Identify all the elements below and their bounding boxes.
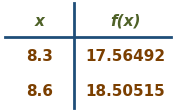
Text: f(x): f(x) [110,14,141,28]
Text: x: x [34,14,44,28]
Text: 8.6: 8.6 [26,84,53,98]
Text: 8.3: 8.3 [26,49,53,63]
Text: 18.50515: 18.50515 [86,84,165,98]
Text: 17.56492: 17.56492 [85,49,166,63]
